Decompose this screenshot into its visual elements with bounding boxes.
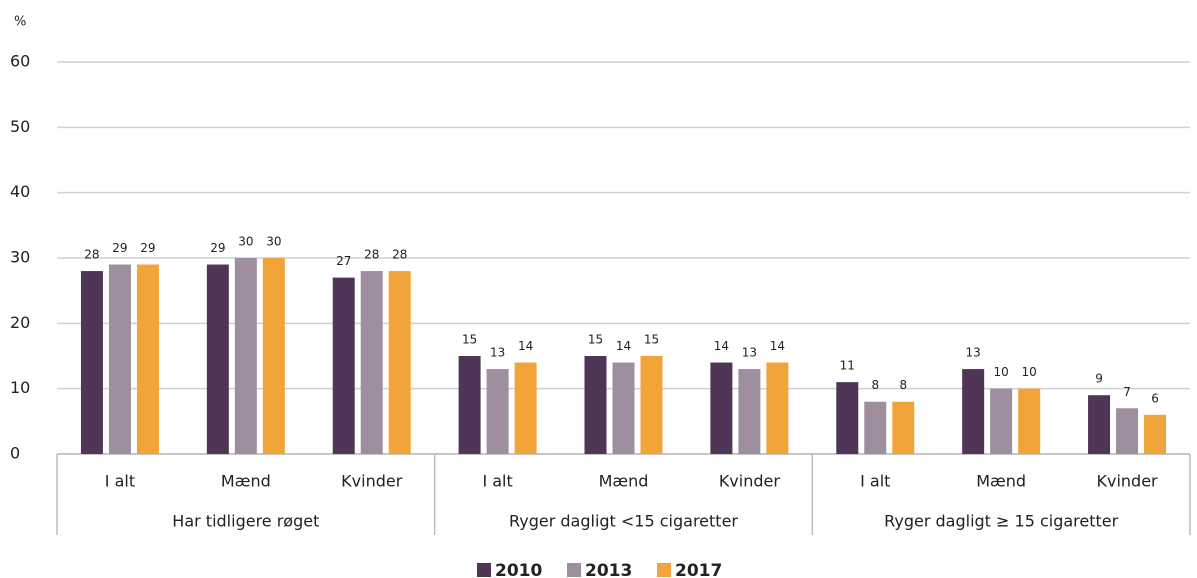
bar bbox=[612, 362, 635, 454]
bar bbox=[1018, 388, 1041, 454]
data-label: 7 bbox=[1123, 385, 1131, 399]
data-label: 15 bbox=[588, 333, 603, 347]
data-label: 8 bbox=[899, 378, 907, 392]
x-tick-label: Mænd bbox=[221, 472, 271, 491]
bar bbox=[332, 277, 355, 454]
legend-swatch bbox=[567, 563, 581, 577]
x-tick-label: I alt bbox=[860, 472, 890, 491]
bar bbox=[584, 356, 607, 454]
data-label: 9 bbox=[1095, 372, 1103, 386]
data-label: 13 bbox=[966, 346, 981, 360]
legend-swatch bbox=[657, 563, 671, 577]
data-label: 10 bbox=[1022, 365, 1037, 379]
data-label: 28 bbox=[392, 248, 407, 262]
group-label: Ryger dagligt ≥ 15 cigaretter bbox=[884, 512, 1119, 531]
data-label: 29 bbox=[210, 241, 225, 255]
data-label: 15 bbox=[462, 333, 477, 347]
bar bbox=[458, 356, 481, 454]
bar bbox=[1144, 414, 1167, 454]
bar bbox=[892, 401, 915, 454]
data-label: 13 bbox=[490, 346, 505, 360]
bar bbox=[766, 362, 789, 454]
data-label: 29 bbox=[112, 241, 127, 255]
x-tick-label: Kvinder bbox=[719, 472, 781, 491]
data-label: 8 bbox=[871, 378, 879, 392]
y-axis-label: % bbox=[14, 15, 26, 30]
x-tick-label: Kvinder bbox=[341, 472, 403, 491]
data-label: 6 bbox=[1151, 391, 1159, 405]
y-tick-label: 50 bbox=[10, 117, 30, 136]
data-label: 28 bbox=[364, 248, 379, 262]
group-label: Har tidligere røget bbox=[172, 512, 319, 531]
data-label: 27 bbox=[336, 254, 351, 268]
data-label: 14 bbox=[770, 339, 785, 353]
bar bbox=[1088, 395, 1111, 454]
bar bbox=[136, 264, 159, 454]
y-tick-label: 30 bbox=[10, 248, 30, 267]
data-label: 14 bbox=[616, 339, 631, 353]
y-tick-label: 40 bbox=[10, 182, 30, 201]
legend-swatch bbox=[477, 563, 491, 577]
bar bbox=[836, 382, 859, 454]
bar bbox=[486, 369, 509, 454]
bar bbox=[108, 264, 131, 454]
bar bbox=[738, 369, 761, 454]
bar bbox=[640, 356, 663, 454]
y-tick-label: 0 bbox=[10, 444, 20, 463]
bar bbox=[360, 271, 383, 454]
bar bbox=[962, 369, 985, 454]
bar bbox=[206, 264, 229, 454]
data-label: 29 bbox=[140, 241, 155, 255]
bar bbox=[234, 258, 257, 454]
legend-label: 2010 bbox=[495, 561, 542, 578]
data-label: 11 bbox=[840, 359, 855, 373]
x-tick-label: I alt bbox=[482, 472, 512, 491]
x-tick-label: I alt bbox=[105, 472, 135, 491]
x-tick-label: Mænd bbox=[599, 472, 649, 491]
data-label: 13 bbox=[742, 346, 757, 360]
y-tick-label: 20 bbox=[10, 313, 30, 332]
data-label: 28 bbox=[84, 248, 99, 262]
legend-label: 2017 bbox=[675, 561, 722, 578]
legend-label: 2013 bbox=[585, 561, 632, 578]
bar bbox=[514, 362, 537, 454]
bar bbox=[990, 388, 1013, 454]
bar bbox=[262, 258, 285, 454]
y-tick-label: 60 bbox=[10, 52, 30, 71]
bar bbox=[710, 362, 733, 454]
data-label: 14 bbox=[518, 339, 533, 353]
bar bbox=[864, 401, 887, 454]
x-tick-label: Kvinder bbox=[1096, 472, 1158, 491]
bar bbox=[388, 271, 411, 454]
group-label: Ryger dagligt <15 cigaretter bbox=[509, 512, 738, 531]
data-label: 15 bbox=[644, 333, 659, 347]
data-label: 10 bbox=[994, 365, 1009, 379]
bar bbox=[80, 271, 103, 454]
data-label: 30 bbox=[238, 235, 253, 249]
data-label: 14 bbox=[714, 339, 729, 353]
bar bbox=[1116, 408, 1139, 454]
y-tick-label: 10 bbox=[10, 378, 30, 397]
x-tick-label: Mænd bbox=[976, 472, 1026, 491]
data-label: 30 bbox=[266, 235, 281, 249]
